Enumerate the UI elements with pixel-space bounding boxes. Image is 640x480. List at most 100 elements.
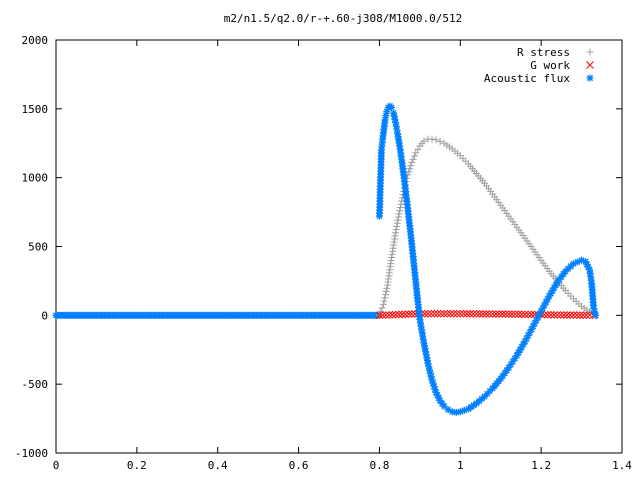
y-tick-label: 2000 (22, 34, 49, 47)
x-tick-label: 0.6 (289, 459, 309, 472)
data-point (393, 222, 401, 230)
data-point (462, 309, 471, 318)
data-point (390, 241, 398, 249)
y-tick-label: 0 (41, 309, 48, 322)
data-point (482, 310, 491, 318)
data-point (436, 138, 444, 146)
data-point (410, 152, 418, 160)
data-point (393, 219, 401, 227)
data-point (563, 311, 571, 319)
data-point (459, 309, 468, 318)
data-point (420, 137, 428, 145)
data-point (527, 310, 536, 319)
data-point (543, 310, 552, 319)
data-point (514, 310, 523, 319)
data-point (524, 331, 532, 339)
x-tick-label: 0.4 (208, 459, 228, 472)
x-tick-label: 1 (457, 459, 464, 472)
y-tick-label: 500 (28, 241, 48, 254)
data-point (388, 254, 396, 262)
data-point (375, 311, 384, 320)
data-point (479, 310, 487, 318)
plot-frame (55, 39, 623, 454)
data-point (388, 103, 396, 111)
data-point (432, 136, 440, 144)
data-point (576, 311, 584, 319)
chart-title: m2/n1.5/q2.0/r-+.60-j308/M1000.0/512 (224, 12, 462, 25)
data-point (443, 309, 452, 318)
axes: 0 0.2 0.4 0.6 0.8 1 1.2 1.4 2000 1500 1000 500 0 -500… (15, 34, 632, 472)
legend-marker (586, 74, 594, 82)
data-point (537, 307, 545, 315)
y-tick-label: 1000 (22, 172, 49, 185)
x-tick-label: 0.8 (369, 459, 389, 472)
data-point (392, 229, 400, 237)
data-point (398, 310, 406, 319)
series-acoustic-flux (375, 102, 600, 416)
data-point (456, 309, 465, 318)
legend-label: Acoustic flux (484, 72, 570, 85)
data-point (488, 310, 497, 318)
data-point (592, 311, 600, 319)
data-point (394, 213, 402, 221)
y-tick-label: -500 (22, 378, 49, 391)
acoustic-flux-baseline (52, 311, 382, 319)
data-point (437, 309, 445, 318)
data-point (407, 310, 416, 318)
data-point (396, 203, 404, 211)
data-point (385, 311, 393, 319)
data-point (553, 311, 562, 319)
data-point (508, 310, 516, 319)
data-point (518, 343, 526, 351)
data-point (435, 394, 443, 402)
data-point (382, 287, 390, 295)
data-point (394, 310, 403, 319)
x-tick-label: 1.2 (531, 459, 551, 472)
legend-marker (586, 48, 594, 56)
data-point (556, 311, 565, 319)
data-point (404, 310, 413, 318)
data-point (446, 309, 455, 318)
data-point (389, 247, 397, 255)
data-point (428, 135, 436, 143)
legend-label: R stress (517, 46, 570, 59)
data-point (469, 309, 478, 318)
data-point (453, 309, 461, 318)
data-point (409, 155, 417, 163)
data-point (389, 244, 397, 252)
data-point (550, 311, 558, 319)
data-point (485, 310, 494, 318)
data-point (397, 200, 405, 208)
data-point (433, 309, 442, 318)
series-layer (52, 102, 600, 416)
data-point (392, 226, 400, 234)
data-point (388, 310, 397, 319)
data-point (501, 310, 510, 318)
data-point (590, 304, 598, 312)
data-point (401, 310, 410, 319)
data-point (394, 216, 402, 224)
data-point (495, 310, 503, 318)
data-point (381, 294, 389, 302)
data-point (378, 304, 386, 312)
data-point (579, 311, 588, 319)
data-point (492, 310, 500, 318)
data-point (511, 310, 520, 319)
data-point (379, 300, 387, 308)
data-point (391, 232, 399, 240)
data-point (430, 309, 439, 318)
series-g-work (375, 309, 598, 320)
data-point (524, 310, 533, 319)
data-point (475, 309, 484, 318)
x-tick-label: 0.2 (127, 459, 147, 472)
data-point (395, 210, 403, 218)
data-point (521, 337, 529, 345)
data-point (498, 310, 507, 318)
data-point (380, 297, 388, 305)
data-point (388, 250, 396, 258)
x-tick-label: 1.4 (612, 459, 632, 472)
data-point (466, 309, 474, 318)
data-point (390, 238, 398, 246)
data-point (521, 310, 529, 319)
data-point (381, 291, 389, 299)
